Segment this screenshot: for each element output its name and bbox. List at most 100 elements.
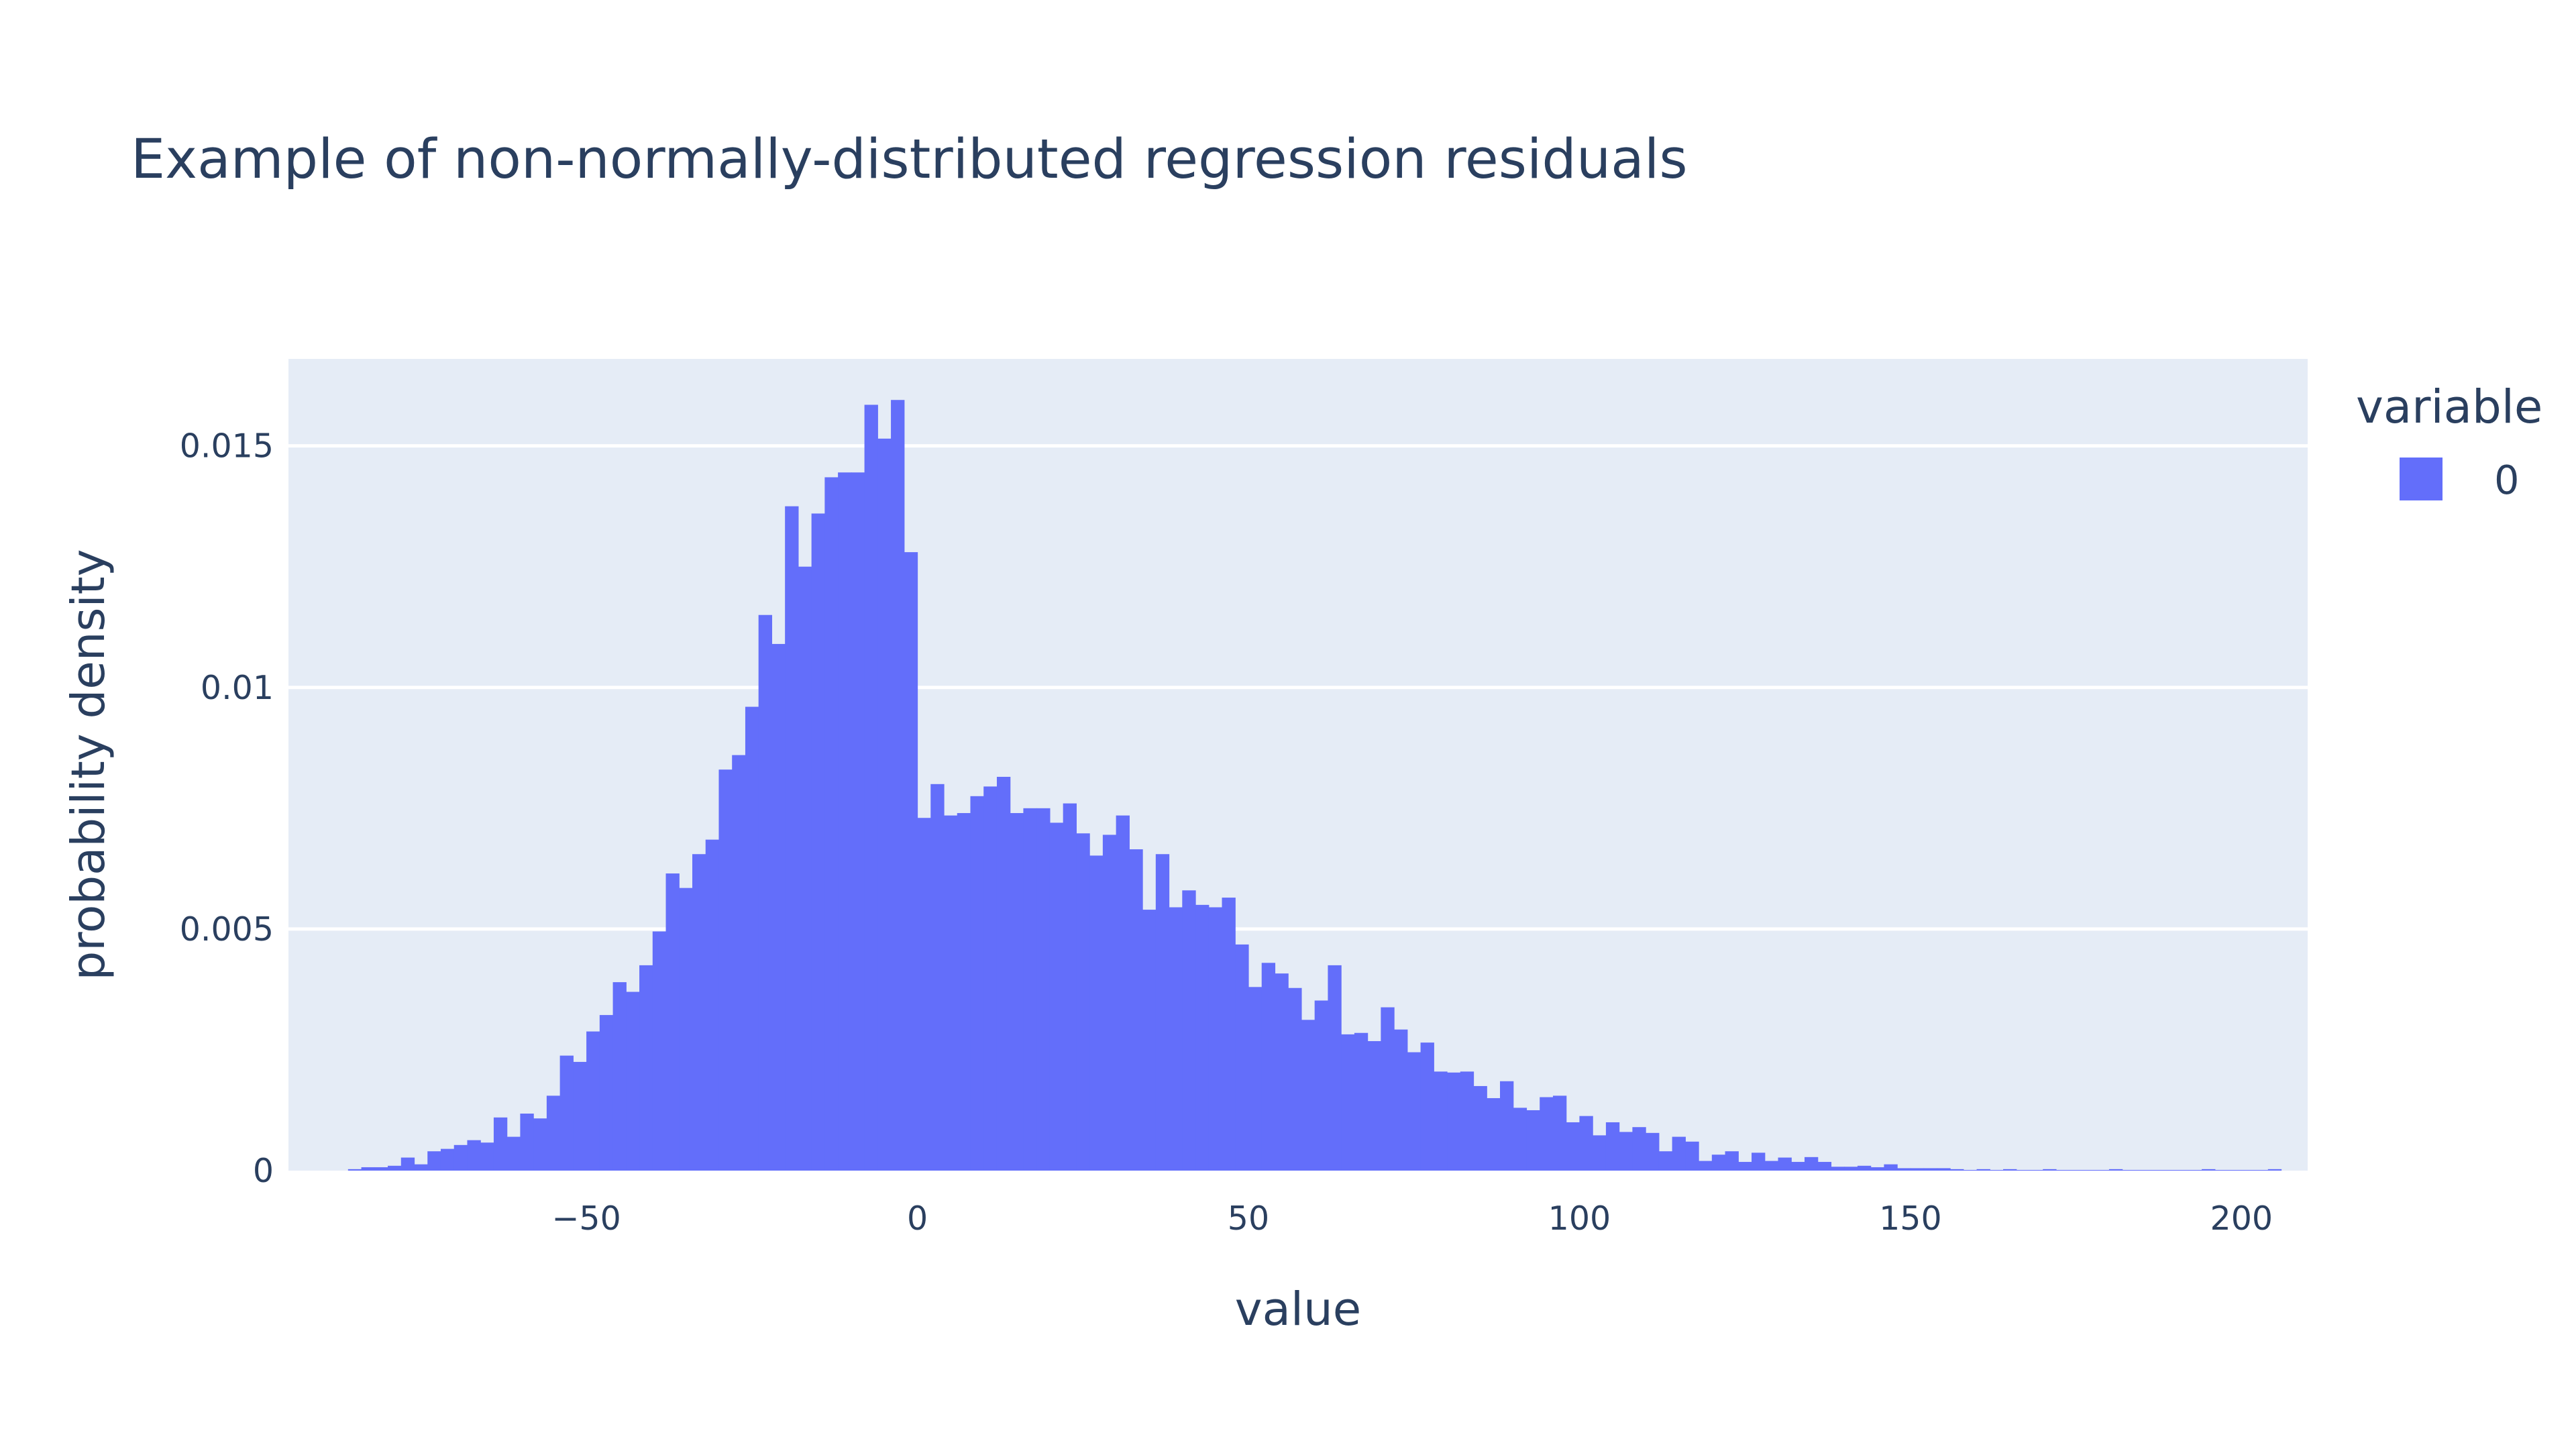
histogram-bar[interactable] <box>1076 833 1090 1171</box>
histogram-bar[interactable] <box>771 643 786 1171</box>
histogram-bar[interactable] <box>2003 1169 2017 1171</box>
histogram-bar[interactable] <box>758 614 773 1171</box>
histogram-bar[interactable] <box>983 786 998 1171</box>
histogram-bar[interactable] <box>533 1118 547 1171</box>
histogram-bar[interactable] <box>1513 1108 1527 1171</box>
histogram-bar[interactable] <box>1752 1152 1766 1171</box>
histogram-bar[interactable] <box>2241 1170 2255 1171</box>
histogram-bar[interactable] <box>2108 1169 2123 1171</box>
histogram-bar[interactable] <box>745 706 759 1171</box>
histogram-bar[interactable] <box>970 796 984 1171</box>
histogram-bar[interactable] <box>1155 854 1170 1171</box>
histogram-bar[interactable] <box>877 438 892 1171</box>
legend[interactable]: variable 0 <box>2356 380 2542 503</box>
histogram-bar[interactable] <box>1870 1167 1884 1171</box>
histogram-bar[interactable] <box>838 472 852 1171</box>
histogram-bar[interactable] <box>2055 1170 2070 1171</box>
histogram-bar[interactable] <box>1089 855 1104 1171</box>
histogram-bar[interactable] <box>388 1165 402 1171</box>
histogram-bar[interactable] <box>573 1061 587 1171</box>
histogram-bar[interactable] <box>1301 1020 1316 1171</box>
histogram-bar[interactable] <box>1500 1081 1514 1171</box>
histogram-bar[interactable] <box>917 818 931 1171</box>
histogram-bar[interactable] <box>493 1117 508 1171</box>
histogram-bar[interactable] <box>1420 1042 1434 1171</box>
histogram-bar[interactable] <box>361 1167 375 1171</box>
histogram-bar[interactable] <box>1526 1110 1540 1171</box>
histogram-bar[interactable] <box>798 566 812 1171</box>
histogram-bar[interactable] <box>851 472 865 1171</box>
histogram-bar[interactable] <box>1275 973 1289 1171</box>
histogram-bar[interactable] <box>2029 1170 2043 1171</box>
histogram-bar[interactable] <box>1632 1127 1646 1171</box>
histogram-bar[interactable] <box>586 1031 600 1171</box>
histogram-bar[interactable] <box>1685 1141 1699 1171</box>
histogram-bar[interactable] <box>599 1015 614 1171</box>
histogram-bar[interactable] <box>665 873 680 1171</box>
histogram-bar[interactable] <box>679 888 693 1171</box>
histogram-bar[interactable] <box>2149 1170 2163 1171</box>
histogram-bar[interactable] <box>1817 1162 1832 1171</box>
histogram-bar[interactable] <box>2135 1170 2149 1171</box>
histogram-bar[interactable] <box>1288 987 1302 1171</box>
histogram-bar[interactable] <box>864 405 878 1171</box>
histogram-bar[interactable] <box>944 815 958 1171</box>
histogram-bar[interactable] <box>1487 1097 1501 1171</box>
histogram-bar[interactable] <box>1010 813 1024 1171</box>
histogram-bar[interactable] <box>1063 803 1077 1171</box>
legend-swatch[interactable] <box>2400 458 2443 500</box>
histogram-bar[interactable] <box>1142 910 1157 1171</box>
histogram-bar[interactable] <box>1049 822 1064 1171</box>
histogram-bar[interactable] <box>1672 1136 1686 1171</box>
histogram-bar[interactable] <box>1579 1116 1593 1171</box>
histogram-bar[interactable] <box>1831 1167 1845 1171</box>
histogram-bar[interactable] <box>1963 1170 1978 1171</box>
histogram-bar[interactable] <box>705 839 720 1171</box>
histogram-bar[interactable] <box>2122 1170 2137 1171</box>
histogram-bar[interactable] <box>612 982 627 1171</box>
legend-item-label[interactable]: 0 <box>2494 457 2520 503</box>
histogram-bar[interactable] <box>1434 1071 1448 1171</box>
histogram-bar[interactable] <box>480 1142 494 1171</box>
histogram-bar[interactable] <box>2214 1170 2229 1171</box>
histogram-bar[interactable] <box>1658 1151 1673 1171</box>
histogram-bar[interactable] <box>1116 815 1130 1171</box>
histogram-bar[interactable] <box>1884 1164 1898 1171</box>
histogram-bar[interactable] <box>520 1114 534 1171</box>
histogram-bar[interactable] <box>1804 1157 1819 1171</box>
histogram-bar[interactable] <box>1314 1000 1329 1171</box>
histogram-bar[interactable] <box>1394 1029 1408 1171</box>
histogram-bar[interactable] <box>2202 1169 2216 1171</box>
histogram-bar[interactable] <box>2161 1170 2176 1171</box>
histogram-bar[interactable] <box>639 965 653 1171</box>
histogram-bar[interactable] <box>1923 1168 1937 1171</box>
histogram-bar[interactable] <box>1354 1032 1368 1171</box>
histogram-bar[interactable] <box>1646 1132 1660 1171</box>
histogram-bar[interactable] <box>1950 1169 1964 1171</box>
histogram-bar[interactable] <box>1540 1097 1554 1171</box>
histogram-bar[interactable] <box>1182 890 1196 1171</box>
histogram-bar[interactable] <box>506 1136 521 1171</box>
histogram-bar[interactable] <box>1976 1169 1990 1171</box>
histogram-bar[interactable] <box>1566 1122 1580 1171</box>
histogram-bar[interactable] <box>1778 1157 1792 1171</box>
histogram-bar[interactable] <box>626 991 640 1171</box>
histogram-bar[interactable] <box>1381 1007 1395 1171</box>
histogram-bar[interactable] <box>1738 1162 1752 1171</box>
histogram-bar[interactable] <box>1169 907 1183 1171</box>
histogram-bar[interactable] <box>1552 1095 1567 1171</box>
histogram-bar[interactable] <box>453 1144 468 1171</box>
histogram-bar[interactable] <box>732 755 746 1171</box>
histogram-bar[interactable] <box>1261 963 1276 1171</box>
histogram-bar[interactable] <box>414 1164 428 1171</box>
histogram-bar[interactable] <box>891 400 905 1171</box>
histogram-bar[interactable] <box>1791 1162 1805 1171</box>
histogram-bar[interactable] <box>1248 987 1263 1171</box>
histogram-bar[interactable] <box>2228 1170 2242 1171</box>
histogram-bar[interactable] <box>1937 1168 1951 1171</box>
histogram-bar[interactable] <box>1102 835 1117 1171</box>
histogram-bar[interactable] <box>2188 1170 2202 1171</box>
histogram-bar[interactable] <box>1023 808 1037 1171</box>
histogram-bar[interactable] <box>1328 965 1342 1171</box>
histogram-bar[interactable] <box>957 813 971 1171</box>
